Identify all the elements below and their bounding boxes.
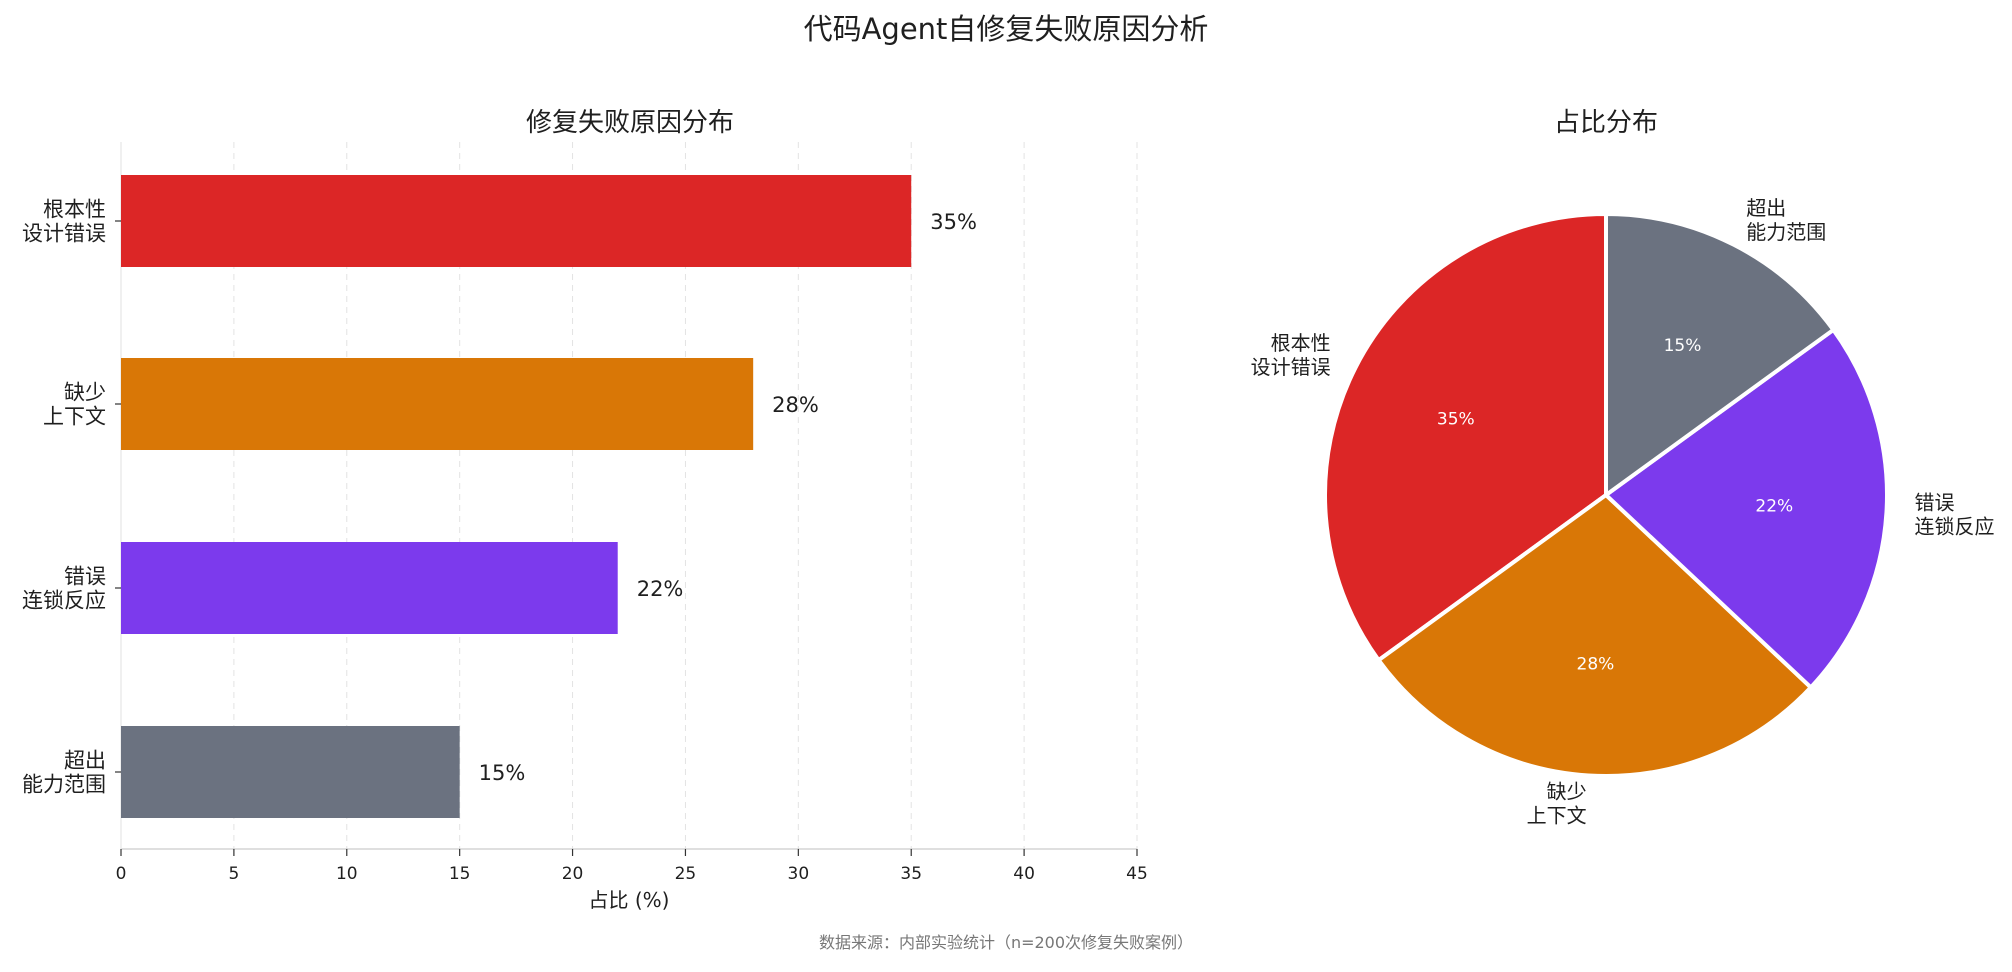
pie-chart: 占比分布 35% 根本性设计错误 28% 缺少上下文 22% 错误连锁反应 15% 超出能力范… bbox=[1251, 108, 1995, 828]
bar-x-tick-label: 10 bbox=[336, 864, 358, 884]
bar-x-tick-label: 20 bbox=[562, 864, 584, 884]
bar-x-tick-label: 35 bbox=[900, 864, 922, 884]
bar bbox=[121, 726, 460, 818]
pie-category-label: 超出能力范围 bbox=[1746, 196, 1826, 244]
bar-category-label: 根本性设计错误 bbox=[22, 198, 106, 246]
pie-slice bbox=[1604, 327, 1889, 690]
figure-title: 代码Agent自修复失败原因分析 bbox=[804, 12, 1209, 46]
bar bbox=[121, 175, 912, 267]
pie-percent-label: 15% bbox=[1664, 336, 1702, 356]
pie-percent-label: 35% bbox=[1437, 410, 1475, 430]
bar-x-tick-label: 45 bbox=[1126, 864, 1148, 884]
bar-value-label: 28% bbox=[772, 393, 819, 417]
bar-category-label: 错误连锁反应 bbox=[22, 565, 106, 613]
pie-slice bbox=[1604, 212, 1836, 497]
pie-percent-label: 22% bbox=[1755, 497, 1793, 517]
pie-category-label: 根本性设计错误 bbox=[1251, 331, 1331, 379]
bar-x-tick-label: 25 bbox=[675, 864, 697, 884]
bar-x-tick-label: 0 bbox=[116, 864, 127, 884]
bar-category-label: 超出能力范围 bbox=[22, 749, 106, 797]
bar-marks: 35% 28% 22% 15% bbox=[121, 175, 977, 818]
pie-slices bbox=[1323, 212, 1889, 778]
pie-labels: 35% 根本性设计错误 28% 缺少上下文 22% 错误连锁反应 15% 超出能力范围 bbox=[1251, 196, 1995, 828]
bar-chart-title: 修复失败原因分布 bbox=[526, 108, 734, 138]
bar-x-axis-label: 占比 (%) bbox=[589, 888, 670, 912]
bar bbox=[121, 358, 754, 450]
bar-value-label: 22% bbox=[637, 577, 684, 601]
pie-category-label: 缺少上下文 bbox=[1527, 780, 1587, 828]
footnote: 数据来源：内部实验统计（n=200次修复失败案例） bbox=[819, 933, 1193, 952]
bar-x-ticks: 0 5 10 15 20 25 30 35 40 45 bbox=[116, 849, 1148, 884]
bar-value-label: 35% bbox=[930, 210, 977, 234]
bar-x-tick-label: 40 bbox=[1013, 864, 1035, 884]
bar-chart: 修复失败原因分布 35% 28% 22% 15% 0 5 10 15 20 25 30 35 40 45… bbox=[22, 108, 1148, 912]
pie-category-label: 错误连锁反应 bbox=[1915, 491, 1995, 539]
pie-slice bbox=[1376, 493, 1813, 778]
pie-slice bbox=[1323, 212, 1608, 663]
pie-chart-title: 占比分布 bbox=[1554, 108, 1658, 138]
bar-value-label: 15% bbox=[479, 761, 526, 785]
bar-x-tick-label: 15 bbox=[449, 864, 471, 884]
bar-category-label: 缺少上下文 bbox=[43, 381, 106, 429]
pie-percent-label: 28% bbox=[1577, 654, 1615, 674]
bar-x-tick-label: 5 bbox=[228, 864, 239, 884]
bar-grid bbox=[233, 142, 1138, 849]
bar bbox=[121, 542, 618, 634]
bar-x-tick-label: 30 bbox=[788, 864, 810, 884]
